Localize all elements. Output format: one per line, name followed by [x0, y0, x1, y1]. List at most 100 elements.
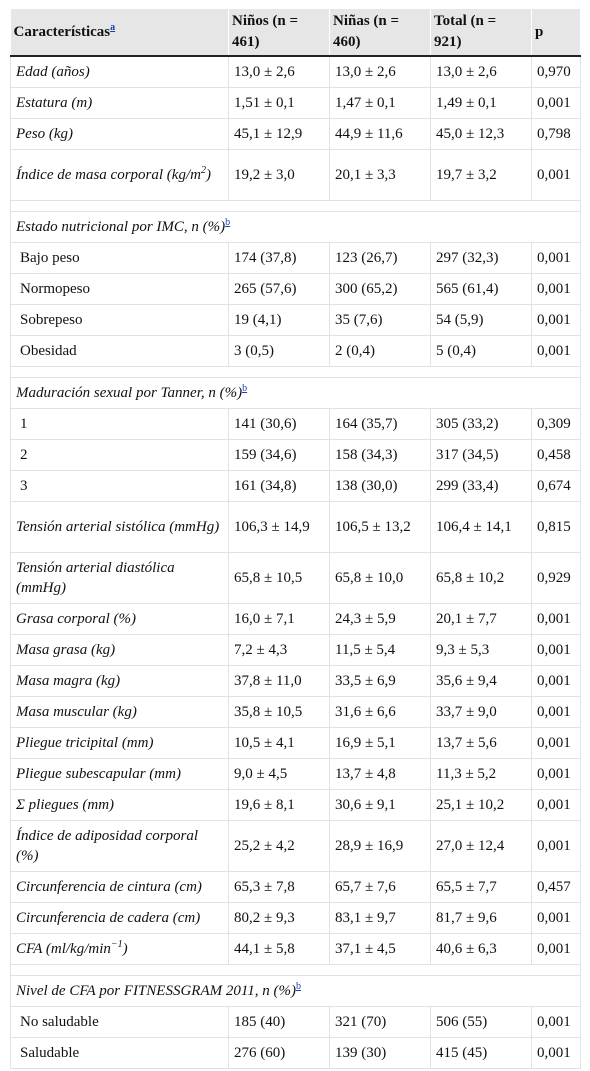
cell-boys: 3 (0,5): [228, 335, 330, 367]
cell-boys: 13,0 ± 2,6: [228, 56, 330, 88]
cell-girls: 65,8 ± 10,0: [329, 552, 431, 604]
table-row: Normopeso 265 (57,6) 300 (65,2) 565 (61,4) 0…: [10, 273, 581, 305]
cell-total: 11,3 ± 5,2: [430, 758, 532, 790]
cell-p: 0,458: [531, 439, 581, 471]
cell-p: 0,001: [531, 1006, 581, 1038]
cell-total: 13,0 ± 2,6: [430, 56, 532, 88]
row-label-end: ): [122, 941, 128, 957]
cell-total: 9,3 ± 5,3: [430, 634, 532, 666]
cell-girls: 11,5 ± 5,4: [329, 634, 431, 666]
row-label-text: Saludable: [20, 1045, 80, 1061]
cell-girls: 20,1 ± 3,3: [329, 149, 431, 201]
table-row: No saludable 185 (40) 321 (70) 506 (55) 0,00…: [10, 1006, 581, 1038]
table-row: Índice de adiposidad corporal (%) 25,2 ± …: [10, 820, 581, 872]
cell-total: 54 (5,9): [430, 304, 532, 336]
table-container: Característicasa Niños (n = 461) Niñas (…: [10, 9, 581, 1069]
cell-total: 13,7 ± 5,6: [430, 727, 532, 759]
cell-girls: 1,47 ± 0,1: [329, 87, 431, 119]
header-girls: Niñas (n = 460): [329, 9, 431, 57]
row-label-text: Masa grasa (kg): [16, 642, 116, 658]
row-label: Masa grasa (kg): [10, 634, 229, 666]
footnote-b-link[interactable]: b: [242, 383, 248, 394]
table-body: Edad (años) 13,0 ± 2,6 13,0 ± 2,6 13,0 ± 2,…: [10, 56, 581, 1069]
characteristics-table: Característicasa Niños (n = 461) Niñas (…: [10, 9, 581, 1069]
cell-girls: 139 (30): [329, 1037, 431, 1069]
cell-p: 0,001: [531, 603, 581, 635]
row-label-text: Índice de adiposidad corporal (%): [16, 828, 199, 864]
cell-p: 0,001: [531, 242, 581, 274]
spacer-row: [10, 200, 581, 212]
cell-p: 0,001: [531, 902, 581, 934]
cell-total: 565 (61,4): [430, 273, 532, 305]
row-label-text: Circunferencia de cintura (cm): [16, 879, 202, 895]
row-label-end: ): [205, 167, 211, 183]
cell-boys: 16,0 ± 7,1: [228, 603, 330, 635]
cell-boys: 65,3 ± 7,8: [228, 871, 330, 903]
section-title: Nivel de CFA por FITNESSGRAM 2011, n (%)…: [10, 975, 581, 1007]
row-label-text: Pliegue subescapular (mm): [16, 766, 181, 782]
cell-girls: 123 (26,7): [329, 242, 431, 274]
row-label-text: Bajo peso: [20, 250, 80, 266]
cell-boys: 141 (30,6): [228, 408, 330, 440]
table-row: Circunferencia de cintura (cm) 65,3 ± 7,8…: [10, 871, 581, 903]
cell-girls: 16,9 ± 5,1: [329, 727, 431, 759]
cell-total: 317 (34,5): [430, 439, 532, 471]
row-label-text: Sobrepeso: [20, 312, 83, 328]
cell-girls: 138 (30,0): [329, 470, 431, 502]
row-label: Σ pliegues (mm): [10, 789, 229, 821]
cell-total: 33,7 ± 9,0: [430, 696, 532, 728]
table-row: Edad (años) 13,0 ± 2,6 13,0 ± 2,6 13,0 ± 2,…: [10, 56, 581, 88]
row-label: Masa magra (kg): [10, 665, 229, 697]
row-label-text: Normopeso: [20, 281, 90, 297]
footnote-b-link[interactable]: b: [225, 217, 231, 228]
cell-boys: 9,0 ± 4,5: [228, 758, 330, 790]
footnote-a-link[interactable]: a: [110, 21, 116, 33]
cell-p: 0,001: [531, 758, 581, 790]
row-label-text: 2: [20, 447, 28, 463]
row-label: No saludable: [10, 1006, 229, 1038]
table-row: 3 161 (34,8) 138 (30,0) 299 (33,4) 0,674: [10, 470, 581, 502]
cell-boys: 1,51 ± 0,1: [228, 87, 330, 119]
cell-boys: 265 (57,6): [228, 273, 330, 305]
cell-p: 0,001: [531, 820, 581, 872]
row-label-text: Masa magra (kg): [16, 673, 121, 689]
row-label-text: Masa muscular (kg): [16, 704, 137, 720]
header-boys: Niños (n = 461): [228, 9, 330, 57]
row-label-text: Índice de masa corporal (kg/m: [16, 167, 201, 183]
row-label-text: Pliegue tricipital (mm): [16, 735, 154, 751]
table-row: Masa muscular (kg) 35,8 ± 10,5 31,6 ± 6,6 3…: [10, 696, 581, 728]
cell-boys: 45,1 ± 12,9: [228, 118, 330, 150]
cell-p: 0,309: [531, 408, 581, 440]
cell-p: 0,001: [531, 727, 581, 759]
row-label-text: No saludable: [20, 1014, 99, 1030]
header-p: p: [531, 9, 581, 57]
row-label: Circunferencia de cadera (cm): [10, 902, 229, 934]
table-row: 2 159 (34,6) 158 (34,3) 317 (34,5) 0,458: [10, 439, 581, 471]
section-label: Nivel de CFA por FITNESSGRAM 2011, n (%): [16, 983, 296, 999]
row-label: Edad (años): [10, 56, 229, 88]
cell-girls: 106,5 ± 13,2: [329, 501, 431, 553]
row-label: Índice de masa corporal (kg/m2): [10, 149, 229, 201]
cell-girls: 321 (70): [329, 1006, 431, 1038]
footnote-b-link[interactable]: b: [295, 981, 301, 992]
row-label-text: Circunferencia de cadera (cm): [16, 910, 201, 926]
cell-boys: 19 (4,1): [228, 304, 330, 336]
cell-p: 0,001: [531, 149, 581, 201]
cell-boys: 106,3 ± 14,9: [228, 501, 330, 553]
table-row: Obesidad 3 (0,5) 2 (0,4) 5 (0,4) 0,001: [10, 335, 581, 367]
row-label-text: Tensión arterial sistólica (mmHg): [16, 519, 220, 535]
cell-boys: 174 (37,8): [228, 242, 330, 274]
row-label: Pliegue subescapular (mm): [10, 758, 229, 790]
row-label: Grasa corporal (%): [10, 603, 229, 635]
cell-boys: 276 (60): [228, 1037, 330, 1069]
cell-p: 0,929: [531, 552, 581, 604]
cell-total: 297 (32,3): [430, 242, 532, 274]
header-total: Total (n = 921): [430, 9, 532, 57]
row-label: Bajo peso: [10, 242, 229, 274]
cell-girls: 31,6 ± 6,6: [329, 696, 431, 728]
table-row: Masa magra (kg) 37,8 ± 11,0 33,5 ± 6,9 35,6…: [10, 665, 581, 697]
cell-total: 65,5 ± 7,7: [430, 871, 532, 903]
cell-total: 305 (33,2): [430, 408, 532, 440]
cell-total: 415 (45): [430, 1037, 532, 1069]
row-label-text: Edad (años): [16, 64, 90, 80]
